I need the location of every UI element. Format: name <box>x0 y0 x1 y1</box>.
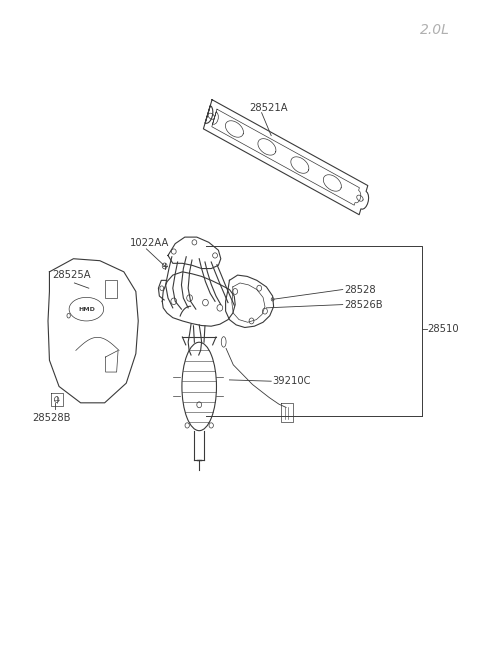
Text: 39210C: 39210C <box>273 376 311 386</box>
Text: 28526B: 28526B <box>345 299 383 310</box>
Text: 28510: 28510 <box>427 324 459 335</box>
Text: 28528B: 28528B <box>33 413 71 422</box>
Text: 2.0L: 2.0L <box>420 23 450 37</box>
Text: HMD: HMD <box>78 307 95 312</box>
Text: 28525A: 28525A <box>52 271 90 280</box>
Text: 28521A: 28521A <box>250 103 288 113</box>
Text: 1022AA: 1022AA <box>130 238 169 248</box>
Text: 28528: 28528 <box>345 284 376 295</box>
